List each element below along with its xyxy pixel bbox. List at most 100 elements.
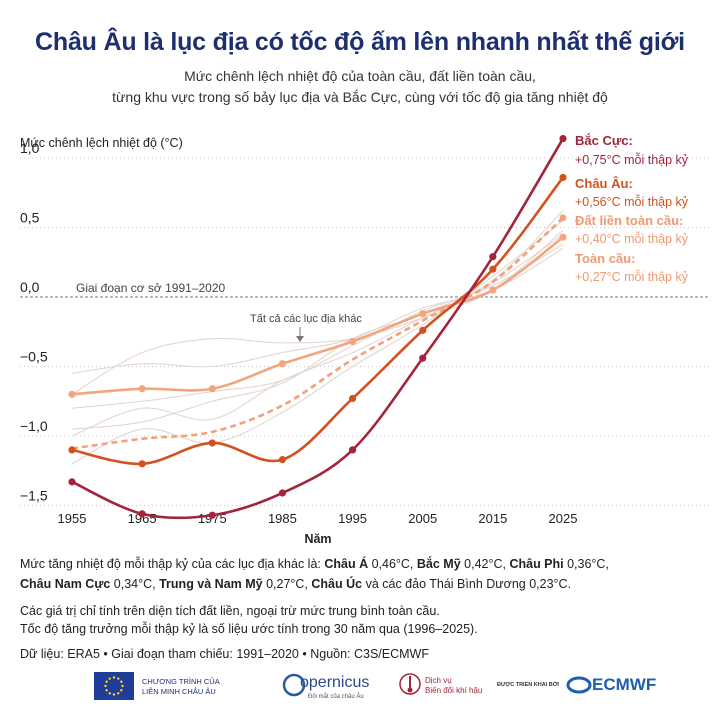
footer-source: Dữ liệu: ERA5 • Giai đoạn tham chiếu: 19… (20, 647, 429, 661)
series-1-point-2015 (489, 265, 497, 273)
footer-note1: Các giá trị chỉ tính trên diện tích đất … (20, 604, 440, 618)
x-axis-label: Năm (304, 532, 331, 546)
climate-logo-line2: Biến đổi khí hậu (425, 686, 483, 695)
series-3-point-1975 (208, 385, 216, 393)
others-label: Tất cả các lục địa khác (250, 313, 362, 325)
y-tick-label-1: 0,5 (20, 210, 40, 226)
copernicus-logo-icon (282, 673, 306, 697)
rate-name-asia: Châu Á (324, 557, 369, 571)
series-1-point-1965 (138, 460, 146, 468)
x-tick-label-2015: 2015 (478, 511, 507, 526)
footer-note2: Tốc độ tăng trưởng mỗi thập kỷ là số liệ… (20, 622, 478, 636)
series-3-point-1965 (138, 385, 146, 393)
series-0-point-1955 (68, 478, 76, 486)
rate-value-antarctica: 0,34°C, (110, 577, 160, 591)
x-tick-label-2025: 2025 (549, 511, 578, 526)
footer-rates-intro: Mức tăng nhiệt độ mỗi thập kỷ của các lụ… (20, 557, 325, 571)
rate-name-north-america: Bắc Mỹ (416, 557, 461, 571)
series-line-0 (71, 137, 565, 520)
series-1-point-1995 (348, 394, 357, 403)
legend-name-3: Toàn cầu: (575, 251, 635, 266)
eu-flag-icon (94, 672, 134, 700)
series-0-point-2025 (559, 134, 567, 143)
eu-star-7 (105, 680, 108, 683)
rate-name-antarctica: Châu Nam Cực (20, 577, 111, 591)
series-0-point-1985 (278, 489, 287, 497)
rate-value-asia: 0,46°C, (368, 557, 417, 571)
series-0-point-2015 (489, 253, 497, 261)
eu-star-10 (117, 677, 120, 680)
eu-star-0 (121, 684, 124, 688)
eu-logo-line1: CHƯƠNG TRÌNH CỦA (142, 677, 220, 686)
rate-value-south-america: 0,27°C, (262, 577, 312, 591)
eu-star-4 (108, 692, 111, 695)
series-1-point-2025 (559, 173, 567, 182)
y-tick-label-0: 1,0 (20, 140, 40, 156)
other-continent-line-2 (71, 220, 564, 465)
series-1-point-1955 (68, 446, 76, 454)
eu-star-1 (120, 689, 123, 692)
series-3-point-1985 (278, 360, 287, 368)
series-3-point-1995 (348, 337, 357, 346)
eu-logo-line2: LIÊN MINH CHÂU ÂU (142, 687, 216, 696)
eu-star-2 (117, 692, 120, 695)
legend-rate-2: +0,40°C mỗi thập kỷ (575, 231, 689, 246)
legend-name-2: Đất liền toàn cầu: (575, 213, 683, 228)
other-continent-line-5 (71, 247, 564, 374)
series-1-point-2005 (419, 326, 427, 334)
climate-logo-line1: Dịch vụ (425, 676, 452, 685)
series-3-point-2015 (489, 286, 497, 294)
series-0-point-1995 (348, 446, 357, 454)
implemented-by-label: ĐƯỢC TRIỂN KHAI BỞI (497, 682, 559, 688)
rate-value-africa: 0,36°C, (563, 557, 609, 571)
eu-star-6 (104, 684, 107, 688)
climate-service-logo-icon (399, 673, 421, 695)
eu-star-5 (105, 689, 108, 692)
series-3-point-2005 (419, 310, 427, 318)
eu-star-3 (112, 693, 116, 696)
other-continent-line-3 (71, 233, 564, 437)
legend-rate-1: +0,56°C mỗi thập kỷ (575, 194, 689, 209)
y-axis-label: Mức chênh lệch nhiệt độ (°C) (20, 136, 183, 150)
series-0-point-1965 (138, 510, 146, 518)
eu-star-9 (112, 676, 116, 679)
series-1-point-1985 (278, 456, 287, 464)
y-tick-label-5: −1,5 (20, 488, 48, 504)
legend-rate-0: +0,75°C mỗi thập kỷ (575, 152, 689, 167)
rate-value-australia: và các đảo Thái Bình Dương 0,23°C. (362, 577, 572, 591)
chart-title: Châu Âu là lục địa có tốc độ ấm lên nhan… (35, 28, 685, 56)
x-tick-label-2005: 2005 (408, 511, 437, 526)
eu-stars-icon (104, 676, 124, 696)
other-continent-line-4 (71, 243, 564, 409)
logo-graphics (94, 672, 592, 700)
series-0-point-1975 (208, 511, 216, 519)
footer-rates: Mức tăng nhiệt độ mỗi thập kỷ của các lụ… (20, 554, 700, 594)
series-1-point-1975 (208, 439, 216, 447)
chart-subtitle-line2: từng khu vực trong số bảy lục địa và Bắc… (112, 89, 608, 105)
rate-name-australia: Châu Úc (311, 577, 363, 591)
copernicus-tagline: Đôi mắt của châu Âu (308, 694, 364, 700)
chart-subtitle-line1: Mức chênh lệch nhiệt độ của toàn cầu, đấ… (184, 68, 536, 84)
legend-rate-3: +0,27°C mỗi thập kỷ (575, 269, 689, 284)
legend-name-1: Châu Âu: (575, 176, 633, 191)
line-chart: Mức chênh lệch nhiệt độ (°C)1,0 0,5 0,0 −0,… (20, 133, 710, 546)
rate-value-north-america: 0,42°C, (460, 557, 510, 571)
series-line-2 (71, 216, 564, 450)
logo-bar: CHƯƠNG TRÌNH CỦA LIÊN MINH CHÂU ÂU opern… (0, 660, 720, 710)
eu-star-11 (120, 680, 123, 683)
ecmwf-wordmark: ECMWF (592, 675, 657, 694)
y-tick-label-2: 0,0 (20, 279, 40, 295)
series-3-point-1955 (68, 390, 76, 398)
series-0-point-2005 (419, 354, 427, 362)
rate-name-africa: Châu Phi (509, 557, 564, 571)
ecmwf-logo-icon (566, 676, 592, 694)
others-arrow-head (296, 336, 304, 342)
y-tick-label-3: −0,5 (20, 349, 48, 365)
baseline-label: Giai đoạn cơ sở 1991–2020 (76, 281, 226, 295)
x-tick-label-1995: 1995 (338, 511, 367, 526)
series-2-point-2025 (559, 214, 567, 222)
rate-name-south-america: Trung và Nam Mỹ (159, 577, 263, 591)
x-tick-label-1985: 1985 (268, 511, 297, 526)
series-3-point-2025 (559, 233, 567, 241)
legend-name-0: Bắc Cực: (575, 133, 633, 148)
